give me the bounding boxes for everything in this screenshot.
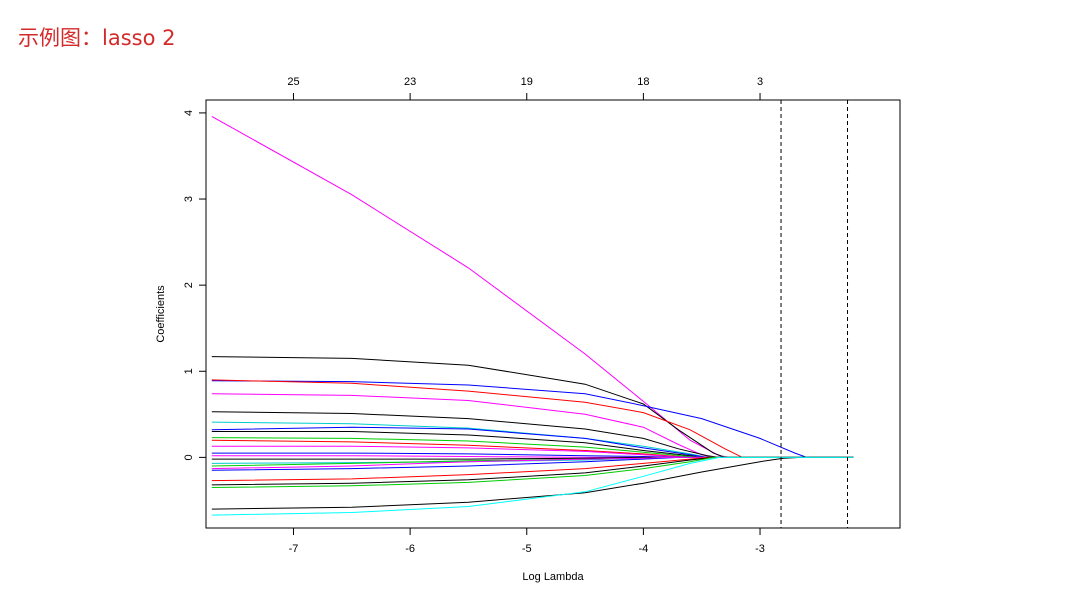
coefficient-path-1 (211, 115, 854, 458)
x-tick-label: -6 (405, 543, 415, 555)
top-tick-label: 3 (757, 76, 763, 88)
coefficient-path-22 (211, 456, 854, 488)
series-layer (211, 115, 854, 516)
coefficient-path-7 (211, 421, 854, 458)
y-axis-label: Coefficients (155, 285, 167, 343)
y-tick-label: 4 (183, 110, 195, 116)
top-tick-label: 25 (287, 76, 299, 88)
coefficient-path-20 (211, 456, 854, 482)
y-tick-label: 2 (183, 282, 195, 288)
slide-title: 示例图：lasso 2 (18, 26, 176, 50)
coefficient-path-2 (211, 356, 854, 458)
x-tick-label: -7 (289, 543, 299, 555)
x-axis-label: Log Lambda (522, 571, 584, 583)
coefficient-path-5 (211, 393, 854, 458)
top-tick-label: 23 (404, 76, 416, 88)
coefficient-path-6 (211, 411, 854, 458)
top-tick-label: 18 (637, 76, 649, 88)
y-tick-label: 3 (183, 196, 195, 202)
reference-lines (780, 100, 849, 528)
coefficient-path-19 (211, 456, 854, 470)
y-tick-label: 0 (183, 454, 195, 460)
y-tick-label: 1 (183, 368, 195, 374)
coefficient-path-24 (211, 456, 854, 516)
coefficient-path-3 (211, 380, 854, 458)
coefficient-path-4 (211, 379, 854, 458)
x-tick-label: -5 (522, 543, 532, 555)
top-tick-label: 19 (521, 76, 533, 88)
x-tick-label: -3 (755, 543, 765, 555)
x-tick-label: -4 (639, 543, 649, 555)
